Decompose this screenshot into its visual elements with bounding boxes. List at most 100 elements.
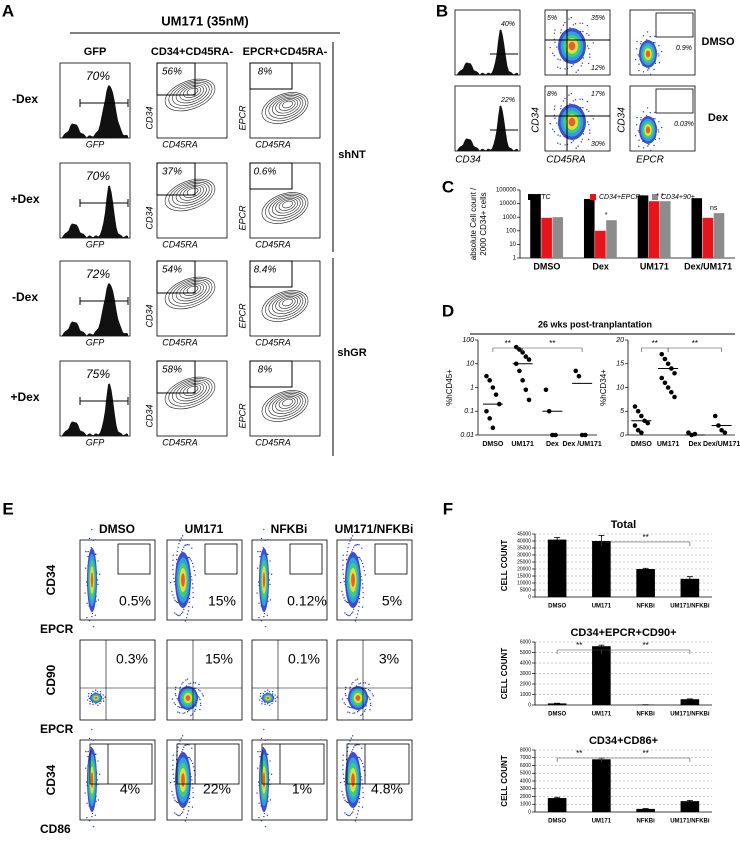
event-dot [640,43,642,45]
event-dot [570,65,573,68]
contour [186,385,199,394]
event-dot [556,122,558,124]
contour [278,297,296,309]
event-dot [580,141,583,143]
significance: ** [576,749,582,758]
axis-label: CD34 [44,764,58,795]
density [351,573,355,587]
event-dot [96,779,99,781]
event-dot [350,706,352,709]
event-dot [344,692,347,695]
event-dot [184,712,186,714]
event-dot [266,614,269,616]
y-tick-label: 5000 [520,771,531,777]
event-dot [342,764,344,766]
event-dot [353,746,355,748]
x-tick-label: UM171 [511,441,534,448]
percent: 15% [208,593,236,609]
plot-frame [336,639,413,721]
event-dot [259,550,261,553]
y-tick-label: 0 [620,432,624,439]
event-dot [589,132,591,134]
x-tick-label: NFKBi [636,712,655,718]
y-tick-label: 0.1 [464,408,474,415]
event-dot [201,693,203,695]
event-dot [86,802,88,804]
event-dot [99,693,102,695]
event-dot [263,612,266,615]
event-dot [361,606,364,608]
event-dot [177,546,179,549]
histogram [457,29,518,75]
event-dot [371,693,373,695]
percent: 15% [205,651,233,667]
point [484,408,489,414]
y-tick-label: 30000 [517,552,531,558]
event-dot [587,138,590,141]
event-dot [344,703,347,706]
event-dot [194,708,197,711]
event-dot [361,583,364,585]
contour [172,81,210,106]
event-dot [182,681,184,684]
event-dot [657,129,659,131]
event-dot [189,682,192,684]
event-dot [581,138,584,140]
density [185,695,191,701]
density [568,117,576,127]
contour [282,298,293,307]
axis-label: GFP [86,337,105,347]
event-dot [90,692,93,695]
event-dot [192,591,194,594]
event-dot [87,695,90,697]
event-dot [269,560,271,562]
event-dot [188,801,190,804]
y-tick-label: 0 [528,702,531,708]
bar [595,230,606,258]
event-dot [553,32,556,34]
significance: ** [643,749,649,758]
contour [265,93,306,122]
event-dot [581,62,584,64]
event-dot [172,568,174,571]
event-dot [346,801,349,804]
point [719,427,724,433]
event-dot [343,577,345,579]
event-dot [85,581,88,583]
event-dot [562,24,565,26]
axis-label: CD86 [40,822,71,836]
event-dot [192,587,194,589]
density [568,41,576,51]
event-dot [191,747,193,749]
event-dot [648,67,650,70]
event-dot [342,554,344,556]
event-dot [264,703,266,706]
event-dot [267,539,269,541]
event-dot [175,694,177,697]
significance: ** [505,339,511,348]
event-dot [342,559,344,561]
event-dot [355,816,358,819]
event-dot [579,98,581,100]
event-dot [358,805,360,808]
event-dot [188,601,190,604]
contour [268,293,304,317]
event-dot [637,130,639,132]
y-tick-label: 2000 [520,681,531,687]
event-dot [92,825,95,828]
event-dot [89,703,91,705]
event-dot [263,528,265,531]
event-dot [259,695,262,697]
histogram [62,383,128,436]
event-dot [363,710,366,712]
event-dot [355,616,358,619]
event-dot [95,539,97,541]
event-dot [257,781,260,783]
event-dot [172,773,174,775]
point [635,408,641,414]
point [692,431,698,437]
event-dot [91,612,94,615]
event-dot [568,94,570,96]
y-tick-label: 10000 [517,580,531,586]
event-dot [258,616,260,619]
